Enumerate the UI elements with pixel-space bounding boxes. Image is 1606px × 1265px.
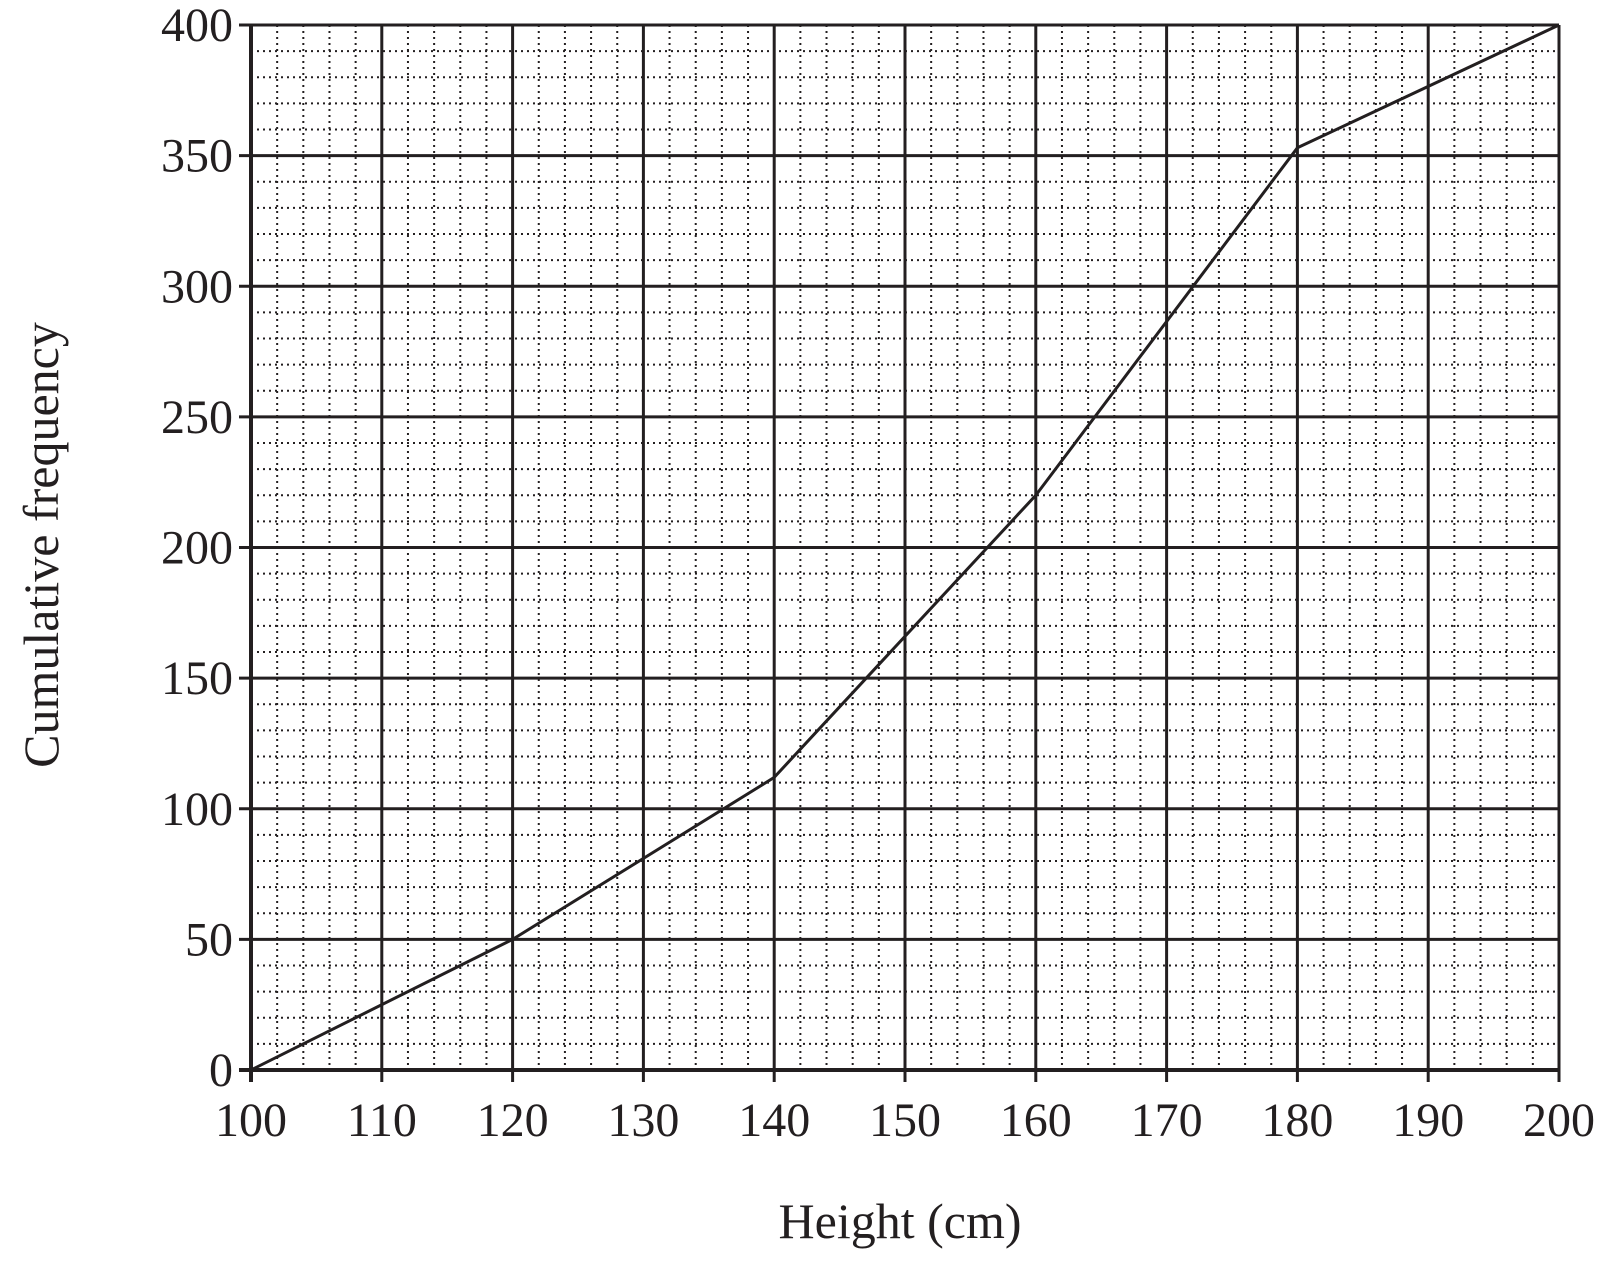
y-tick-label: 250: [161, 391, 233, 444]
cumulative-frequency-line: [250, 23, 1560, 1072]
axes: [239, 25, 1559, 1082]
x-tick-label: 120: [477, 1094, 549, 1147]
x-tick-label: 190: [1392, 1094, 1464, 1147]
y-tick-label: 0: [209, 1044, 233, 1097]
x-tick-label: 150: [869, 1094, 941, 1147]
x-tick-label: 160: [1000, 1094, 1072, 1147]
x-tick-labels: 100 110 120 130 140 150 160 170 180 190 200: [215, 1094, 1595, 1147]
series-layer: [250, 23, 1560, 1072]
y-axis-title: Cumulative frequency: [13, 322, 69, 768]
y-tick-labels: 0 50 100 150 200 250 300 350 400: [161, 0, 233, 1097]
y-tick-label: 200: [161, 522, 233, 575]
x-axis-title: Height (cm): [779, 1193, 1022, 1249]
x-tick-label: 100: [215, 1094, 287, 1147]
y-tick-label: 400: [161, 0, 233, 52]
x-tick-label: 130: [607, 1094, 679, 1147]
x-tick-label: 200: [1523, 1094, 1595, 1147]
y-tick-label: 50: [185, 913, 233, 966]
x-tick-label: 140: [738, 1094, 810, 1147]
x-tick-label: 110: [347, 1094, 417, 1147]
major-grid: [239, 23, 1561, 1082]
y-tick-label: 100: [161, 783, 233, 836]
y-tick-label: 350: [161, 130, 233, 183]
y-tick-label: 300: [161, 260, 233, 313]
y-tick-label: 150: [161, 652, 233, 705]
x-tick-label: 180: [1261, 1094, 1333, 1147]
x-tick-label: 170: [1131, 1094, 1203, 1147]
